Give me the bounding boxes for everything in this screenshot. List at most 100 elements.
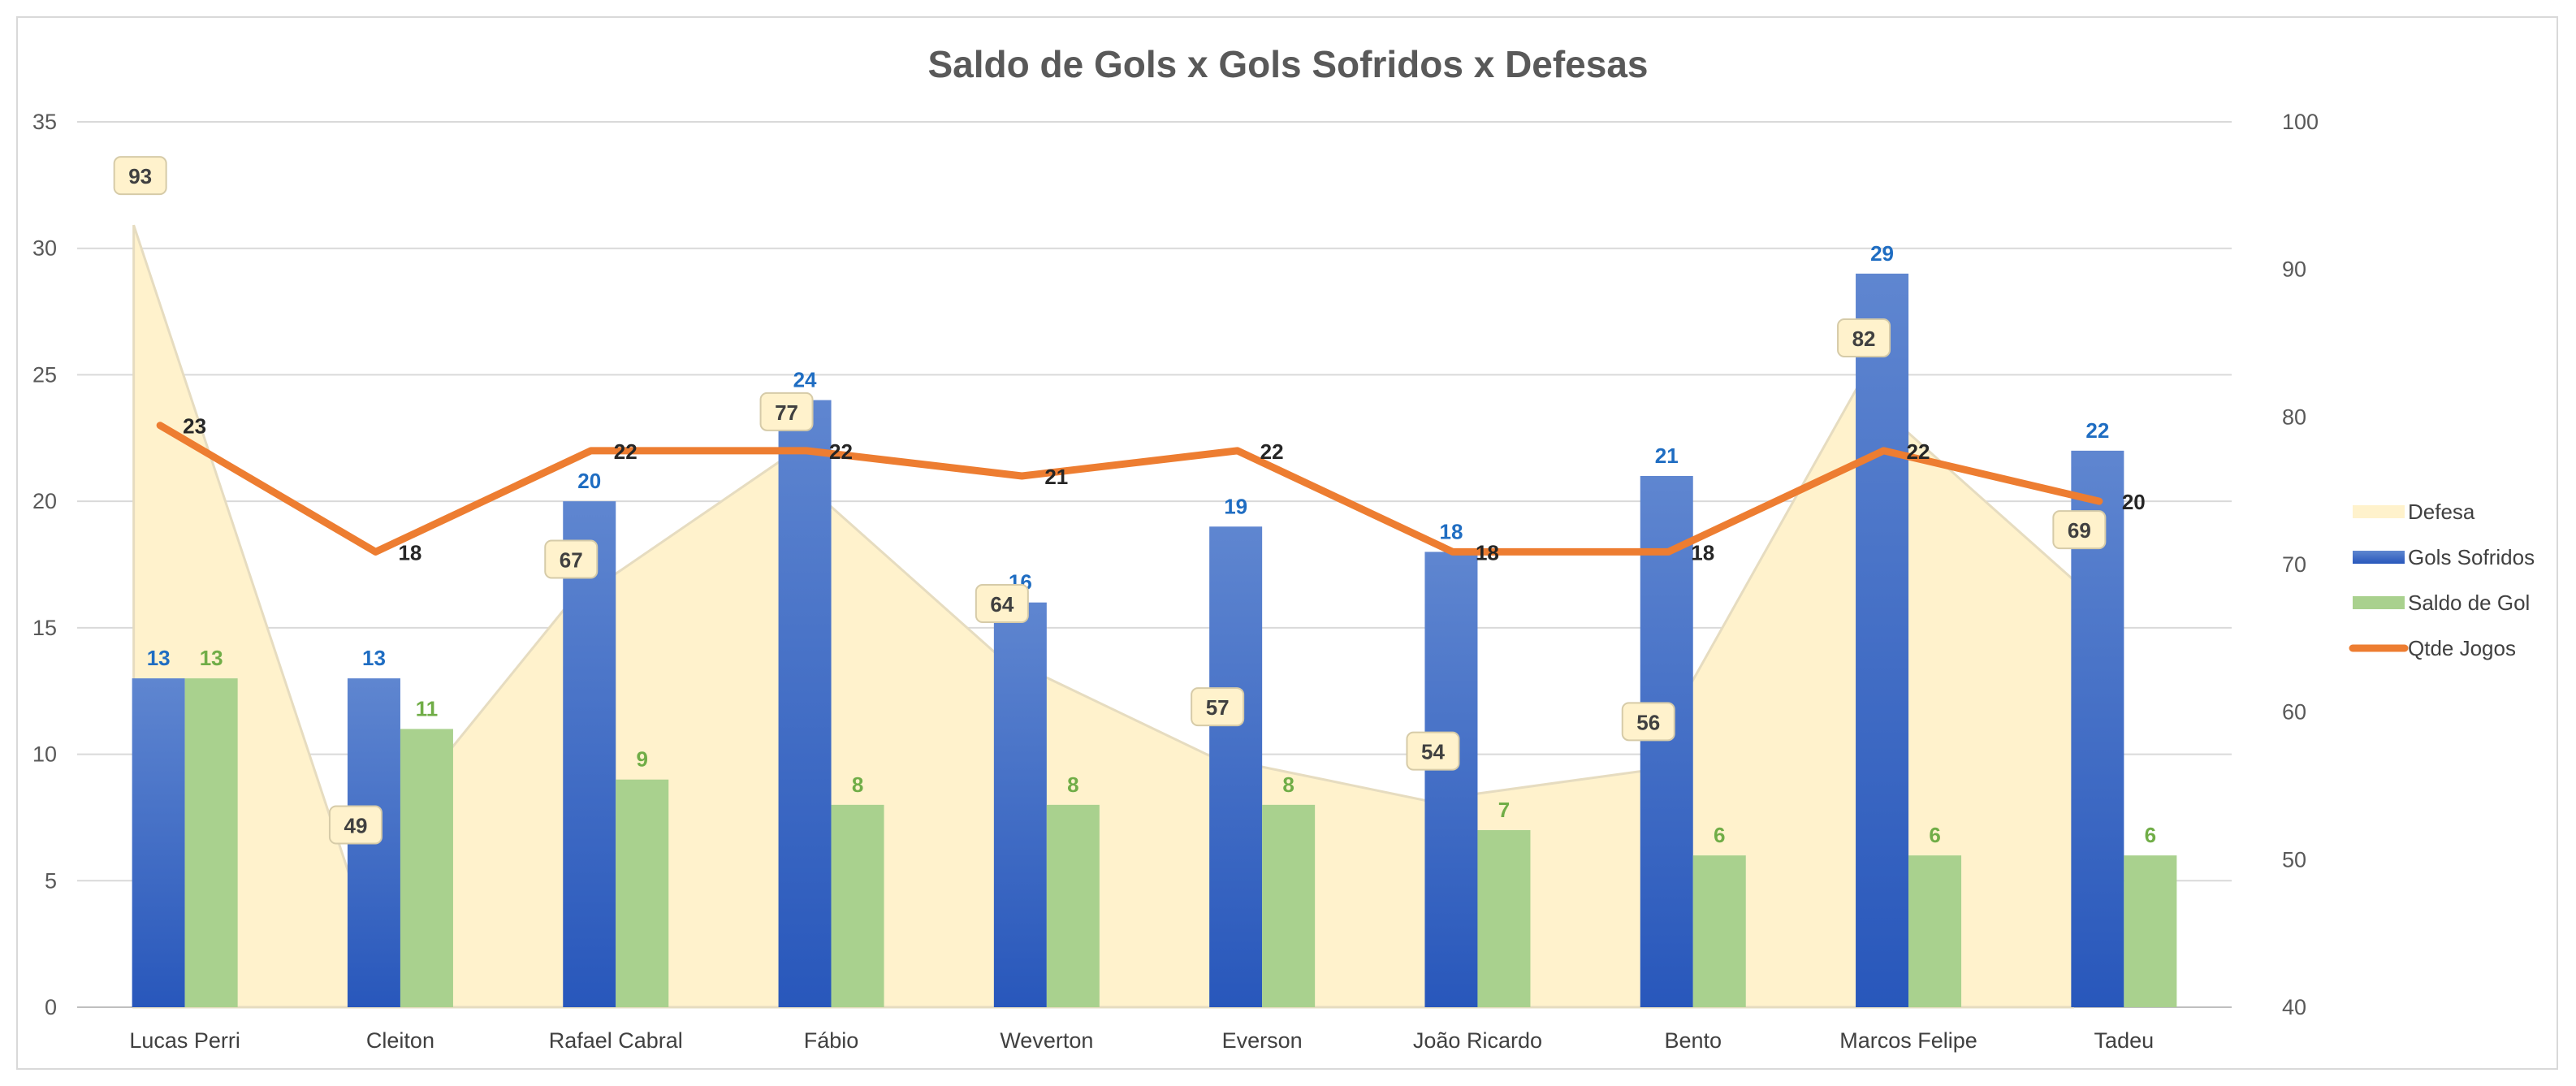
secondary-axis-tick-label: 40 <box>2282 995 2306 1019</box>
data-label-qtde-jogos: 20 <box>2122 490 2146 514</box>
data-label-saldo-de-gol: 8 <box>852 772 863 797</box>
legend-label: Defesa <box>2408 500 2475 524</box>
data-label-box-defesa <box>2052 510 2107 550</box>
bar-saldo-de-gol <box>2124 855 2177 1007</box>
data-label-qtde-jogos: 22 <box>829 439 853 464</box>
data-label-saldo-de-gol: 6 <box>1714 823 1725 847</box>
bar-saldo-de-gol <box>1262 804 1316 1007</box>
data-label-saldo-de-gol: 6 <box>2145 823 2156 847</box>
secondary-axis-tick-label: 90 <box>2282 257 2306 282</box>
legend-label: Qtde Jogos <box>2408 636 2516 660</box>
data-label-box-defesa <box>975 584 1029 623</box>
bar-gols-sofridos <box>563 501 616 1007</box>
data-label-qtde-jogos: 18 <box>1476 540 1499 565</box>
data-label-defesa: 57 <box>1206 695 1230 720</box>
chart-title: Saldo de Gols x Gols Sofridos x Defesas <box>927 43 1648 85</box>
category-axis-label: João Ricardo <box>1413 1028 1542 1053</box>
primary-axis-tick-label: 15 <box>32 616 57 640</box>
secondary-axis-tick-label: 70 <box>2282 552 2306 577</box>
data-label-qtde-jogos: 18 <box>398 540 421 565</box>
data-label-saldo-de-gol: 9 <box>637 747 648 772</box>
primary-axis-tick-label: 25 <box>32 362 57 387</box>
data-label-defesa: 93 <box>128 164 152 188</box>
data-label-box-defesa <box>1406 731 1460 771</box>
secondary-axis-tick-label: 100 <box>2282 110 2319 134</box>
primary-axis-tick-label: 10 <box>32 742 57 767</box>
bar-saldo-de-gol <box>1692 855 1746 1007</box>
legend-swatch <box>2353 505 2405 518</box>
data-label-box-defesa <box>544 539 599 579</box>
secondary-axis-tick-label: 60 <box>2282 700 2306 725</box>
data-label-saldo-de-gol: 6 <box>1929 823 1940 847</box>
data-label-box-defesa <box>1621 702 1675 742</box>
bar-gols-sofridos <box>1856 273 1909 1007</box>
data-label-qtde-jogos: 22 <box>1260 439 1284 464</box>
data-label-gols-sofridos: 22 <box>2085 418 2109 443</box>
data-label-gols-sofridos: 13 <box>147 646 171 670</box>
category-axis-label: Cleiton <box>366 1028 434 1053</box>
axis-labels-layer: 0 5 10 15 20 25 30 35 40 50 60 70 80 90 100 Lucas Perri… <box>32 110 2319 1053</box>
bar-gols-sofridos <box>1209 526 1263 1007</box>
data-label-saldo-de-gol: 13 <box>200 646 223 670</box>
data-label-defesa: 54 <box>1421 740 1445 764</box>
data-label-box-defesa <box>1191 687 1245 727</box>
data-label-box-defesa <box>1837 318 1891 357</box>
primary-axis-tick-label: 0 <box>45 995 57 1019</box>
primary-axis-tick-label: 35 <box>32 110 57 134</box>
bar-saldo-de-gol <box>184 678 238 1007</box>
primary-axis-tick-label: 5 <box>45 868 57 893</box>
data-label-defesa: 69 <box>2068 518 2091 543</box>
data-label-qtde-jogos: 18 <box>1691 540 1714 565</box>
data-label-gols-sofridos: 21 <box>1655 443 1679 468</box>
secondary-axis-tick-label: 80 <box>2282 405 2306 429</box>
data-label-gols-sofridos: 19 <box>1224 494 1247 518</box>
data-label-saldo-de-gol: 8 <box>1067 772 1078 797</box>
data-label-box-defesa <box>113 156 167 196</box>
legend: Defesa Gols Sofridos Saldo de Gol Qtde Jogo… <box>2349 500 2535 660</box>
legend-label: Saldo de Gol <box>2408 591 2530 615</box>
secondary-axis-tick-label: 50 <box>2282 847 2306 872</box>
data-label-defesa: 56 <box>1636 710 1660 734</box>
category-axis-label: Rafael Cabral <box>549 1028 683 1053</box>
data-label-saldo-de-gol: 11 <box>416 696 439 720</box>
legend-swatch <box>2353 551 2405 564</box>
data-label-defesa: 67 <box>560 548 583 573</box>
primary-axis-tick-label: 20 <box>32 489 57 513</box>
category-axis-label: Everson <box>1222 1028 1303 1053</box>
bar-series-layer <box>132 273 2177 1008</box>
category-axis-label: Marcos Felipe <box>1839 1028 1977 1053</box>
category-axis-label: Weverton <box>1000 1028 1093 1053</box>
legend-label: Gols Sofridos <box>2408 545 2535 569</box>
data-label-qtde-jogos: 21 <box>1044 465 1068 489</box>
category-axis-label: Lucas Perri <box>129 1028 240 1053</box>
category-axis-label: Bento <box>1664 1028 1722 1053</box>
data-label-qtde-jogos: 22 <box>614 439 638 464</box>
data-label-box-defesa <box>759 392 814 431</box>
primary-axis-tick-label: 30 <box>32 236 57 261</box>
bar-saldo-de-gol <box>831 804 884 1007</box>
category-axis-label: Fábio <box>804 1028 859 1053</box>
data-label-qtde-jogos: 23 <box>183 414 206 439</box>
data-label-gols-sofridos: 13 <box>362 646 386 670</box>
data-label-saldo-de-gol: 7 <box>1498 798 1510 822</box>
bar-gols-sofridos <box>1640 476 1693 1007</box>
data-label-gols-sofridos: 18 <box>1439 519 1463 543</box>
data-label-defesa: 64 <box>990 592 1014 617</box>
bar-gols-sofridos <box>1424 552 1478 1007</box>
data-label-defesa: 77 <box>775 400 798 425</box>
line-series-layer <box>156 422 2103 556</box>
data-label-defesa: 49 <box>344 814 367 838</box>
bar-saldo-de-gol <box>1046 804 1100 1007</box>
bar-saldo-de-gol <box>1477 830 1531 1007</box>
data-label-defesa: 82 <box>1852 327 1876 351</box>
bar-gols-sofridos <box>778 400 832 1008</box>
data-label-qtde-jogos: 22 <box>1907 439 1930 464</box>
category-axis-label: Tadeu <box>2094 1028 2155 1053</box>
line-qtde-jogos <box>156 422 2103 556</box>
bar-saldo-de-gol <box>1908 855 1962 1007</box>
bar-gols-sofridos <box>993 602 1047 1007</box>
data-label-box-defesa <box>328 805 383 845</box>
bar-saldo-de-gol <box>616 779 669 1007</box>
